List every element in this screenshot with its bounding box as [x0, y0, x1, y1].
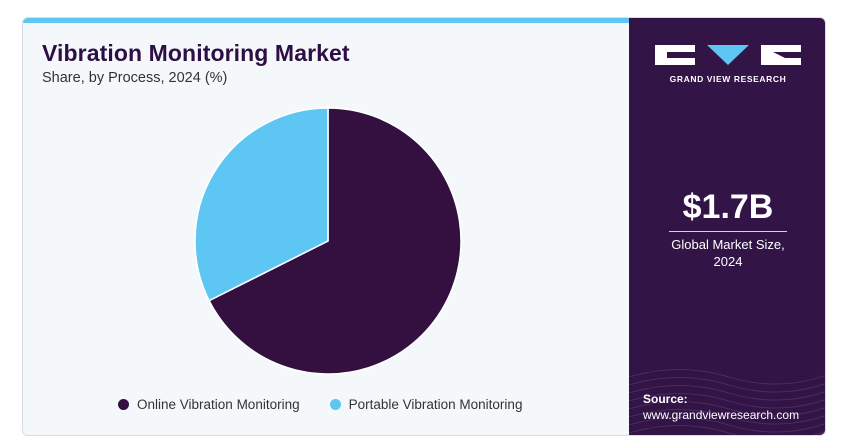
accent-bar	[23, 18, 629, 23]
summary-panel: GRAND VIEW RESEARCH $1.7B Global Market …	[629, 18, 825, 435]
pie-chart	[194, 107, 462, 375]
source-url[interactable]: www.grandviewresearch.com	[643, 408, 800, 422]
divider	[669, 231, 787, 232]
chart-title: Vibration Monitoring Market	[42, 40, 350, 66]
market-size-label: Global Market Size, 2024	[629, 236, 825, 270]
pie-slice-online	[208, 107, 462, 375]
source: Source: www.grandviewresearch.com	[643, 391, 799, 423]
market-size-label-line2: 2024	[713, 254, 743, 269]
legend-item-online: Online Vibration Monitoring	[118, 397, 300, 412]
chart-subtitle: Share, by Process, 2024 (%)	[42, 70, 228, 86]
grand-view-research-logo	[655, 45, 801, 65]
legend-label-portable: Portable Vibration Monitoring	[348, 397, 523, 412]
wave-pattern	[629, 369, 825, 435]
source-label: Source:	[643, 392, 688, 406]
legend-marker-portable	[329, 399, 341, 410]
legend-label-online: Online Vibration Monitoring	[137, 397, 300, 412]
pie-slice-portable	[194, 107, 329, 302]
market-size-value: $1.7B	[682, 188, 774, 226]
brand-name: GRAND VIEW RESEARCH	[669, 74, 787, 84]
chart-card: Vibration Monitoring Market Share, by Pr…	[22, 17, 826, 436]
legend-marker-online	[118, 399, 129, 410]
market-size-label-line1: Global Market Size,	[671, 237, 785, 252]
legend-item-portable: Portable Vibration Monitoring	[329, 397, 523, 412]
legend: Online Vibration Monitoring Portable Vib…	[118, 397, 552, 412]
